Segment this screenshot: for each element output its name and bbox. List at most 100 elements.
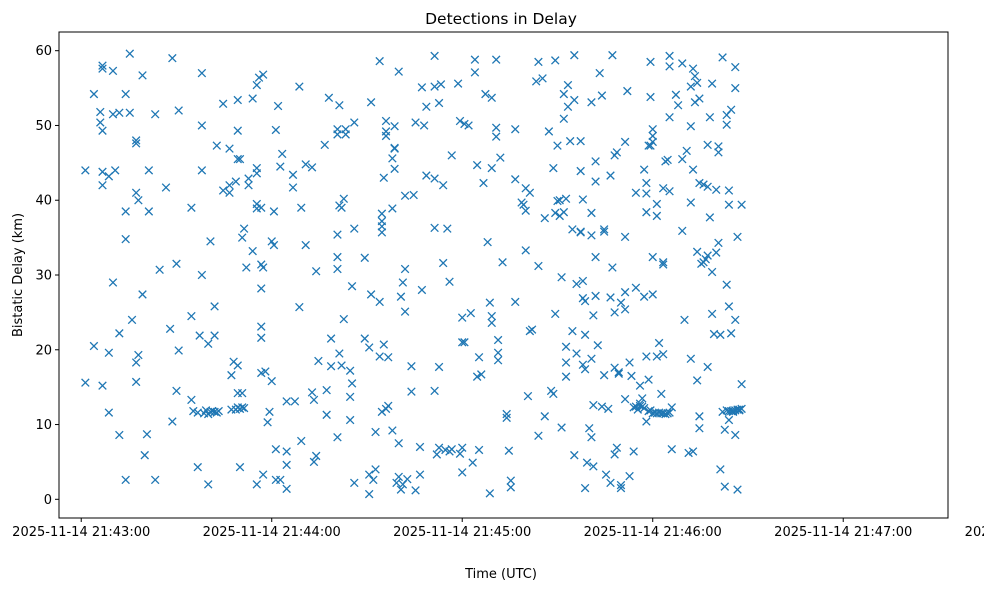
- x-tick-label: 2025-11-14 21:43:00: [12, 525, 150, 540]
- data-point: [104, 348, 114, 358]
- data-point: [392, 478, 401, 488]
- data-point: [714, 238, 723, 248]
- data-point: [381, 116, 391, 126]
- data-point: [89, 89, 99, 99]
- data-point: [521, 246, 530, 255]
- data-point: [187, 311, 196, 321]
- data-point: [121, 207, 130, 216]
- data-point: [616, 298, 626, 307]
- y-tick-label: 50: [35, 119, 52, 134]
- data-point: [498, 258, 507, 267]
- data-point: [724, 186, 734, 195]
- data-point: [731, 430, 740, 440]
- data-point: [108, 278, 118, 287]
- chart-title: Detections in Delay: [425, 10, 577, 28]
- data-point: [311, 267, 321, 276]
- data-point: [589, 400, 598, 410]
- data-point: [381, 131, 391, 141]
- data-point: [521, 206, 530, 215]
- data-point: [699, 180, 708, 189]
- data-point: [671, 90, 681, 100]
- data-point: [487, 311, 497, 321]
- data-point: [680, 315, 689, 325]
- data-point: [608, 263, 617, 272]
- data-point: [311, 451, 321, 461]
- data-point: [576, 136, 585, 146]
- data-point: [657, 389, 666, 399]
- data-point: [561, 372, 571, 381]
- data-point: [580, 483, 590, 493]
- data-point: [434, 362, 444, 372]
- data-point: [144, 166, 154, 175]
- data-point: [474, 445, 484, 455]
- y-tick-label: 20: [35, 343, 52, 358]
- data-point: [231, 177, 241, 186]
- data-point: [235, 462, 245, 472]
- data-point: [396, 292, 406, 301]
- data-point: [307, 163, 317, 172]
- data-point: [724, 415, 734, 425]
- data-point: [553, 141, 562, 150]
- data-point: [347, 379, 357, 388]
- data-point: [430, 223, 439, 233]
- data-point: [550, 208, 560, 218]
- data-point: [400, 191, 410, 201]
- data-point: [639, 165, 649, 174]
- data-point: [258, 70, 268, 79]
- data-point: [695, 412, 704, 421]
- data-point: [538, 74, 547, 83]
- data-point: [248, 94, 257, 103]
- data-point: [256, 333, 266, 343]
- data-point: [165, 324, 175, 334]
- data-point: [604, 404, 613, 414]
- data-point: [187, 395, 196, 405]
- data-point: [115, 329, 124, 338]
- data-point: [496, 153, 505, 162]
- data-point: [587, 98, 596, 107]
- data-point: [487, 93, 497, 103]
- data-point: [568, 225, 577, 234]
- data-point: [593, 341, 603, 350]
- data-point: [572, 349, 581, 358]
- data-point: [339, 194, 349, 203]
- data-point: [390, 121, 399, 131]
- data-point: [582, 458, 592, 467]
- data-point: [457, 443, 467, 452]
- data-point: [104, 408, 114, 417]
- data-point: [648, 131, 657, 141]
- data-point: [460, 338, 469, 347]
- data-point: [716, 330, 725, 340]
- data-point: [525, 188, 535, 198]
- data-point: [322, 385, 331, 395]
- data-point: [235, 154, 245, 164]
- data-point: [580, 364, 590, 374]
- data-point: [642, 352, 651, 361]
- data-point: [703, 251, 712, 260]
- data-point: [258, 263, 268, 272]
- data-point: [210, 331, 219, 340]
- data-point: [572, 279, 581, 289]
- data-point: [703, 140, 712, 150]
- data-point: [375, 352, 384, 361]
- data-point: [131, 188, 141, 198]
- data-point: [455, 449, 465, 458]
- data-point: [470, 55, 480, 64]
- data-point: [81, 166, 90, 175]
- data-point: [335, 101, 344, 110]
- data-point: [271, 125, 281, 135]
- data-point: [263, 418, 272, 427]
- data-point: [432, 450, 442, 459]
- data-point: [296, 436, 306, 446]
- data-point: [457, 468, 467, 477]
- data-point: [565, 136, 575, 146]
- data-point: [570, 450, 579, 460]
- data-point: [187, 203, 196, 212]
- data-point: [203, 339, 213, 349]
- data-point: [568, 326, 577, 336]
- data-point: [256, 284, 266, 293]
- data-point: [415, 470, 425, 479]
- data-point: [578, 195, 588, 204]
- data-point: [620, 305, 630, 314]
- data-point: [620, 137, 630, 147]
- data-point: [233, 361, 243, 370]
